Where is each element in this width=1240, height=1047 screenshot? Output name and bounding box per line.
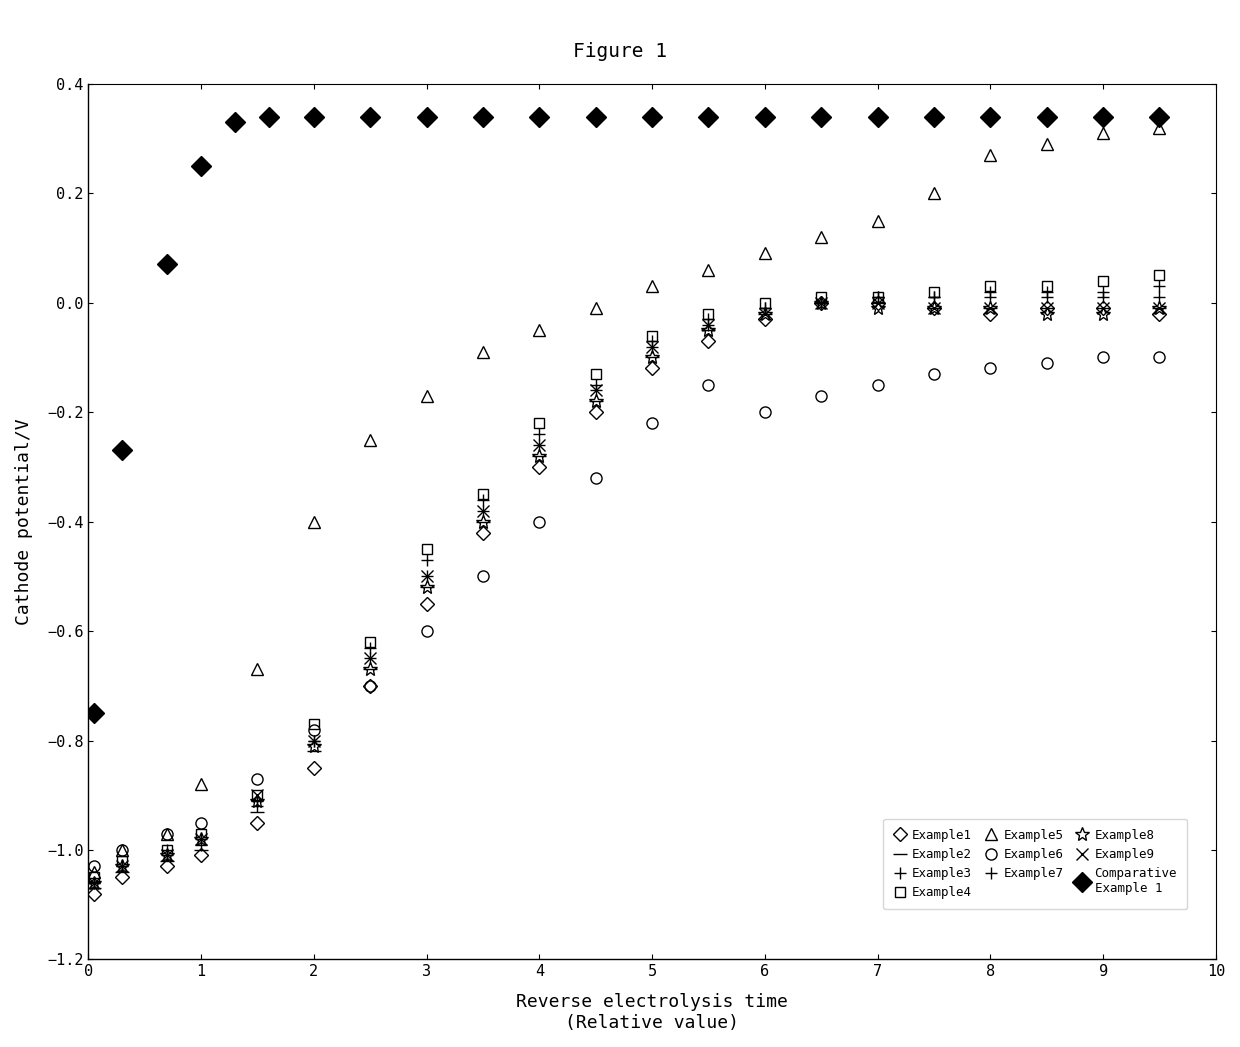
Y-axis label: Cathode potential/V: Cathode potential/V [15, 419, 33, 625]
Text: Figure 1: Figure 1 [573, 42, 667, 61]
X-axis label: Reverse electrolysis time
(Relative value): Reverse electrolysis time (Relative valu… [516, 994, 787, 1032]
Legend: Example1, Example2, Example3, Example4, Example5, Example6, Example7, Example8, : Example1, Example2, Example3, Example4, … [883, 819, 1187, 910]
